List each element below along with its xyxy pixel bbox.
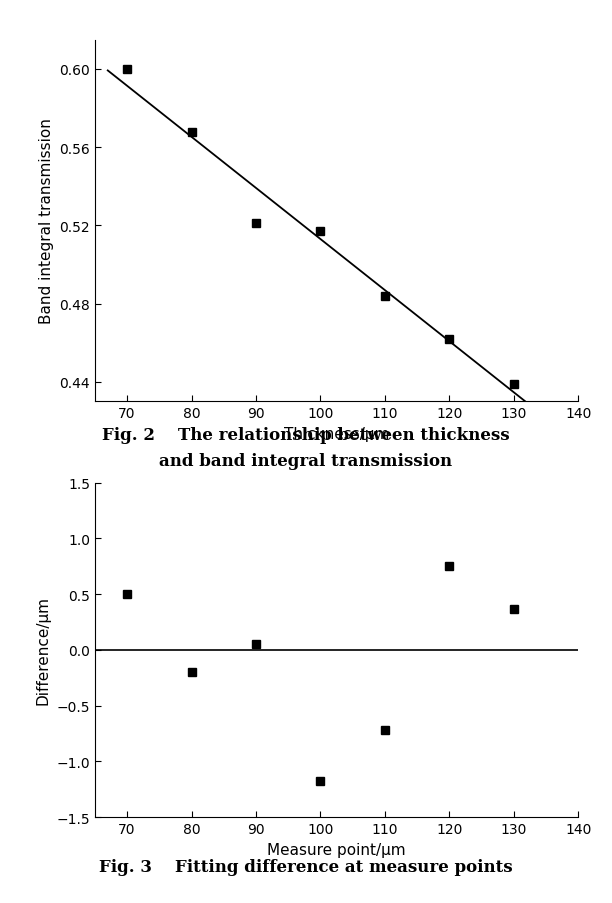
Y-axis label: Difference/μm: Difference/μm (36, 596, 51, 704)
Y-axis label: Band integral transmission: Band integral transmission (39, 118, 54, 324)
Text: and band integral transmission: and band integral transmission (160, 452, 452, 469)
X-axis label: Thickness/μm: Thickness/μm (284, 426, 389, 442)
Text: Fig. 2    The relationship between thickness: Fig. 2 The relationship between thicknes… (102, 427, 510, 443)
X-axis label: Measure point/μm: Measure point/μm (267, 842, 406, 857)
Text: Fig. 3    Fitting difference at measure points: Fig. 3 Fitting difference at measure poi… (99, 859, 513, 875)
